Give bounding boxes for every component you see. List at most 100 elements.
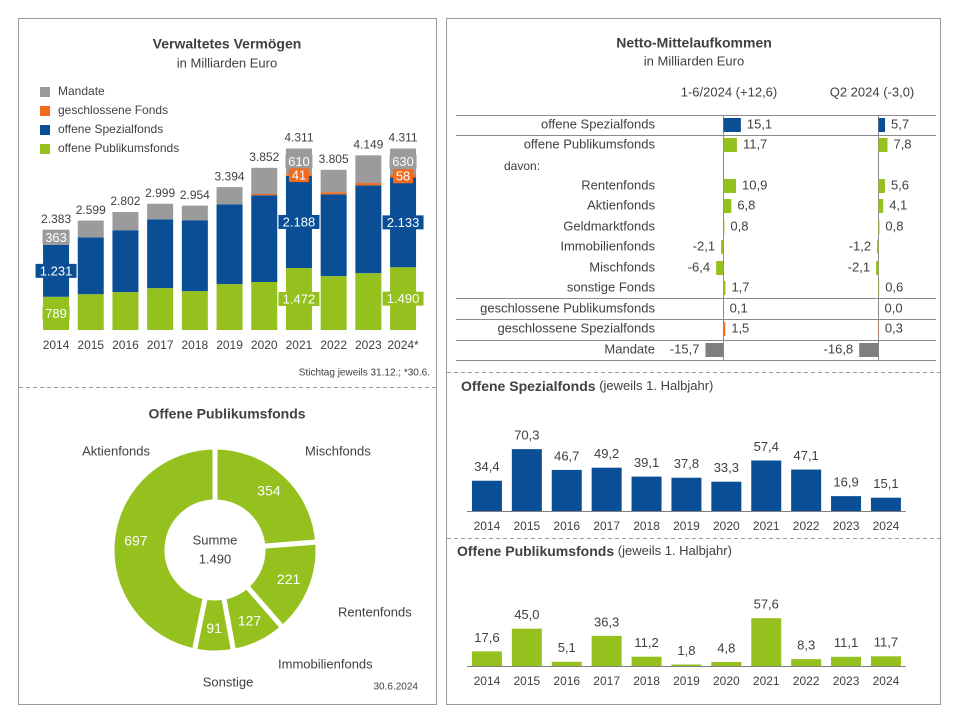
segment-label: 630	[392, 154, 414, 169]
x-tick-label: 2021	[753, 519, 780, 533]
bar	[859, 343, 879, 357]
bar-segment	[216, 284, 243, 330]
chart-title: Offene Publikumsfonds (jeweils 1. Halbja…	[457, 543, 732, 559]
value-label: 0,3	[885, 320, 903, 335]
label-box	[393, 169, 414, 184]
value-label: 11,1	[834, 635, 858, 650]
footnote: Stichtag jeweils 31.12.; *30.6.	[299, 368, 430, 379]
table-rules	[456, 115, 936, 361]
total-label: 2.599	[76, 203, 106, 217]
row-label: offene Spezialfonds	[541, 116, 655, 131]
bar	[551, 469, 582, 511]
bar-segment	[147, 288, 174, 330]
value-label: 5,1	[558, 640, 576, 655]
value-label: 4,1	[889, 197, 907, 212]
label-box	[42, 230, 70, 245]
value-label: -1,2	[849, 238, 871, 253]
legend-swatch	[40, 87, 50, 97]
legend-swatch	[40, 125, 50, 135]
value-label: 34,4	[474, 459, 499, 474]
donut-slice	[109, 444, 218, 654]
value-label: 70,3	[514, 428, 539, 443]
slice-name: Sonstige	[203, 674, 254, 689]
total-label: 2.802	[110, 194, 140, 208]
bar	[723, 220, 725, 234]
title-bold: Offene Publikumsfonds	[457, 543, 614, 559]
x-tick-label: 2017	[593, 519, 620, 533]
segment-label: 789	[45, 306, 67, 321]
label-box	[288, 168, 309, 183]
legend-label: offene Publikumsfonds	[58, 141, 179, 155]
x-tick-label: 2015	[513, 519, 540, 533]
bar	[723, 138, 737, 152]
legend-label: Mandate	[58, 84, 105, 98]
bar-segment	[147, 203, 174, 220]
bar	[471, 651, 502, 666]
x-tick-label: 2023	[833, 674, 860, 688]
value-label: 33,3	[714, 460, 739, 475]
column-header: 1-6/2024 (+12,6)	[681, 84, 777, 99]
bar	[878, 138, 888, 152]
row-label: Immobilienfonds	[560, 238, 655, 253]
value-label: 47,1	[793, 448, 818, 463]
x-tick-label: 2014	[474, 674, 501, 688]
value-label: 11,2	[634, 635, 658, 650]
right-panel	[446, 18, 941, 705]
value-label: -15,7	[670, 341, 700, 356]
bar	[723, 322, 726, 336]
segment-label: 58	[396, 169, 410, 184]
value-label: 0,0	[885, 300, 903, 315]
bar	[878, 199, 884, 213]
label-box	[278, 292, 320, 307]
value-label: 11,7	[743, 136, 767, 151]
label-box	[285, 154, 313, 169]
x-tick-label: 2017	[593, 674, 620, 688]
slice-name: Rentenfonds	[338, 604, 412, 619]
bar	[591, 467, 622, 511]
title-note: (jeweils 1. Halbjahr)	[618, 543, 732, 558]
label-box	[278, 214, 320, 229]
left-panel	[18, 18, 437, 705]
x-tick-label: 2019	[673, 674, 700, 688]
x-tick-label: 2021	[286, 338, 313, 352]
x-tick-label: 2024	[873, 674, 900, 688]
legend-label: offene Spezialfonds	[58, 122, 163, 136]
bar	[723, 179, 737, 193]
bar	[878, 220, 880, 234]
segment-label: 1.472	[283, 291, 316, 306]
bar	[877, 240, 879, 254]
x-tick-label: 2017	[147, 338, 174, 352]
bar	[471, 480, 502, 511]
row-label: Aktienfonds	[587, 197, 655, 212]
bar-segment	[77, 220, 104, 238]
bar-segment	[251, 195, 278, 283]
x-tick-label: 2019	[673, 519, 700, 533]
bar	[721, 240, 724, 254]
segment-label: 2.133	[387, 215, 420, 230]
bar	[870, 656, 901, 666]
segment-label: 41	[292, 167, 306, 182]
row-label: Mandate	[604, 341, 655, 356]
bar-segment	[216, 187, 243, 205]
x-tick-label: 2015	[77, 338, 104, 352]
slice-value: 221	[277, 571, 301, 587]
segment-label: 1.231	[40, 263, 73, 278]
legend-swatch	[40, 106, 50, 116]
bar	[716, 261, 724, 275]
bar	[878, 118, 886, 132]
label-box	[42, 306, 70, 321]
value-label: 46,7	[554, 448, 579, 463]
value-label: 16,9	[833, 475, 858, 490]
x-tick-label: 2020	[251, 338, 278, 352]
x-tick-label: 2014	[474, 519, 501, 533]
bar-segment	[251, 282, 278, 330]
bar	[631, 656, 662, 666]
bar	[878, 281, 880, 295]
bar	[723, 118, 741, 132]
slice-value: 127	[238, 612, 262, 628]
x-tick-label: 2018	[181, 338, 208, 352]
value-label: 49,2	[594, 446, 619, 461]
x-tick-label: 2016	[553, 674, 580, 688]
center-value: 1.490	[199, 551, 232, 566]
bar	[878, 179, 885, 193]
